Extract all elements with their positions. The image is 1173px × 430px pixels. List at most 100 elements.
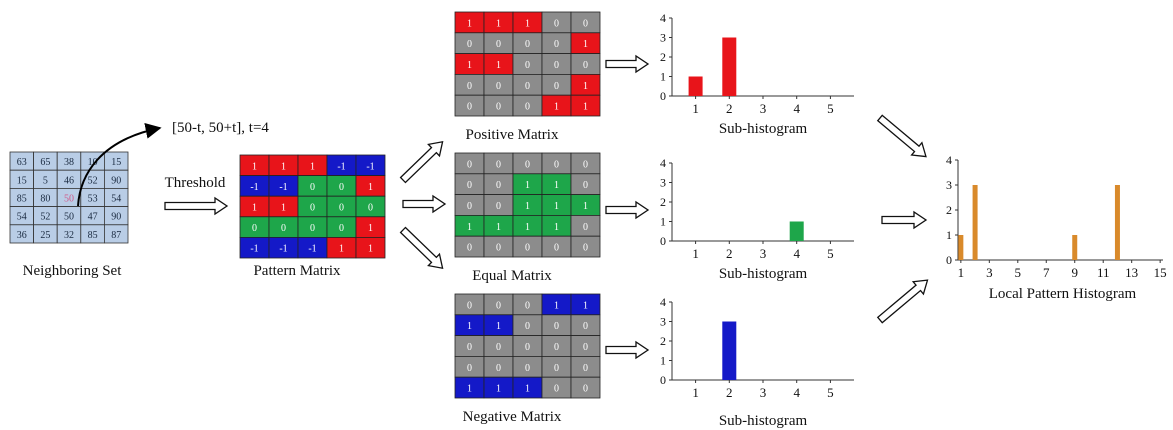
matrix-value: 0 — [496, 243, 501, 254]
neighbor-cell: 32 — [56, 224, 82, 244]
matrix-value: 1 — [368, 182, 373, 193]
matrix-cell: 0 — [570, 11, 601, 34]
x-tick-label: 3 — [760, 101, 767, 116]
matrix-cell: 0 — [483, 152, 514, 175]
matrix-value: 1 — [496, 18, 501, 29]
matrix-value: 1 — [281, 203, 286, 214]
matrix-value: 0 — [583, 384, 588, 395]
matrix-cell: 1 — [483, 314, 514, 336]
x-tick-label: 7 — [1043, 265, 1050, 280]
matrix-value: 0 — [554, 18, 559, 29]
matrix-value: 0 — [583, 321, 588, 332]
neighbor-cell: 5 — [33, 169, 58, 189]
matrix-cell: 1 — [355, 216, 386, 238]
matrix-value: 0 — [525, 243, 530, 254]
y-tick-label: 2 — [660, 195, 666, 209]
matrix-cell: 0 — [541, 335, 572, 357]
histogram-bar — [958, 235, 964, 260]
matrix-cell: 0 — [483, 194, 514, 216]
matrix-value: 0 — [467, 102, 472, 113]
matrix-cell: 0 — [454, 293, 485, 316]
matrix-cell: 0 — [570, 314, 601, 336]
matrix-cell: 0 — [483, 293, 514, 316]
matrix-value: 0 — [467, 180, 472, 191]
matrix-value: -1 — [279, 244, 287, 255]
matrix-value: 1 — [525, 201, 530, 212]
matrix-value: 0 — [496, 39, 501, 50]
matrix-value: 0 — [339, 223, 344, 234]
matrix-cell: 0 — [541, 235, 572, 258]
matrix-cell: 0 — [268, 216, 299, 238]
neighboring-set-matrix: 63 65 38 10 15 15 5 46 52 90 85 80 50 53 54 54 52 50 47 90 3… — [9, 151, 129, 244]
y-tick-label: 4 — [660, 11, 666, 25]
matrix-value: 1 — [496, 384, 501, 395]
histogram-xlabel: Sub-histogram — [719, 413, 808, 429]
matrix-cell: 0 — [454, 173, 485, 196]
matrix-value: 0 — [496, 342, 501, 353]
neighbor-value: 87 — [111, 230, 121, 241]
matrix-cell: 0 — [570, 152, 601, 175]
matrix-value: 0 — [525, 39, 530, 50]
neighbor-value: 10 — [88, 157, 98, 168]
arrow-positive-to-hist — [605, 54, 650, 74]
neighbor-cell: 52 — [33, 206, 58, 226]
matrix-value: 1 — [339, 244, 344, 255]
matrix-value: 0 — [583, 18, 588, 29]
matrix-cell: 0 — [541, 74, 572, 96]
y-tick-label: 4 — [660, 295, 666, 309]
neighbor-cell: 53 — [80, 187, 105, 207]
neighbor-cell: 46 — [56, 169, 82, 189]
neighboring-set-caption: Neighboring Set — [23, 263, 123, 279]
neighbor-cell: 87 — [104, 224, 129, 244]
matrix-value: 1 — [554, 102, 559, 113]
matrix-cell: 0 — [570, 214, 601, 237]
threshold-label: Threshold — [165, 175, 226, 191]
neighbor-value: 36 — [17, 230, 27, 241]
matrix-cell: 0 — [570, 235, 601, 258]
matrix-cell: 1 — [570, 32, 601, 54]
neighbor-value: 63 — [17, 157, 27, 168]
neighbor-cell: 80 — [33, 187, 58, 207]
arrow-hist3-to-local — [876, 279, 929, 324]
negative-sub-histogram: 0 1 2 3 4 1 2 3 4 5 Sub-histogram — [660, 295, 854, 429]
neighbor-value: 50 — [64, 212, 74, 223]
y-tick-label: 3 — [660, 31, 666, 45]
y-tick-label: 1 — [660, 70, 666, 84]
matrix-cell: 0 — [570, 355, 601, 378]
matrix-value: 0 — [467, 81, 472, 92]
arrow-negative-to-hist — [605, 340, 650, 360]
pattern-matrix-caption: Pattern Matrix — [253, 263, 341, 279]
matrix-cell: 0 — [541, 355, 572, 378]
interval-label: [50-t, 50+t], t=4 — [172, 120, 269, 136]
matrix-value: 1 — [368, 244, 373, 255]
matrix-cell: -1 — [268, 175, 299, 197]
matrix-cell: 0 — [541, 11, 572, 34]
matrix-value: 0 — [467, 39, 472, 50]
histogram-bar — [722, 321, 737, 380]
matrix-value: 1 — [252, 161, 257, 172]
matrix-cell: 0 — [454, 235, 485, 258]
matrix-cell: 1 — [570, 74, 601, 96]
negative-matrix: 0 0 0 1 1 1 1 0 0 0 0 0 0 0 0 0 0 0 0 0 1 1 1 0 0 — [454, 293, 601, 399]
matrix-value: 1 — [554, 180, 559, 191]
matrix-value: 0 — [583, 159, 588, 170]
neighbor-value: 50 — [64, 194, 74, 205]
positive-sub-histogram: 0 1 2 3 4 1 2 3 4 5 Sub-histogram — [660, 11, 854, 137]
matrix-cell: 1 — [512, 11, 543, 34]
matrix-value: 1 — [310, 161, 315, 172]
histogram-bar — [688, 76, 703, 96]
matrix-cell: 0 — [570, 376, 601, 399]
matrix-value: 0 — [583, 60, 588, 71]
matrix-value: -1 — [337, 161, 345, 172]
neighbor-cell: 38 — [56, 151, 82, 171]
x-tick-label: 5 — [827, 101, 834, 116]
matrix-cell: 0 — [512, 335, 543, 357]
matrix-value: 0 — [525, 60, 530, 71]
matrix-value: 1 — [281, 161, 286, 172]
x-tick-label: 1 — [692, 385, 699, 400]
matrix-cell: 0 — [570, 335, 601, 357]
matrix-cell: 1 — [454, 214, 485, 237]
matrix-value: 0 — [339, 203, 344, 214]
neighbor-value: 80 — [40, 194, 50, 205]
